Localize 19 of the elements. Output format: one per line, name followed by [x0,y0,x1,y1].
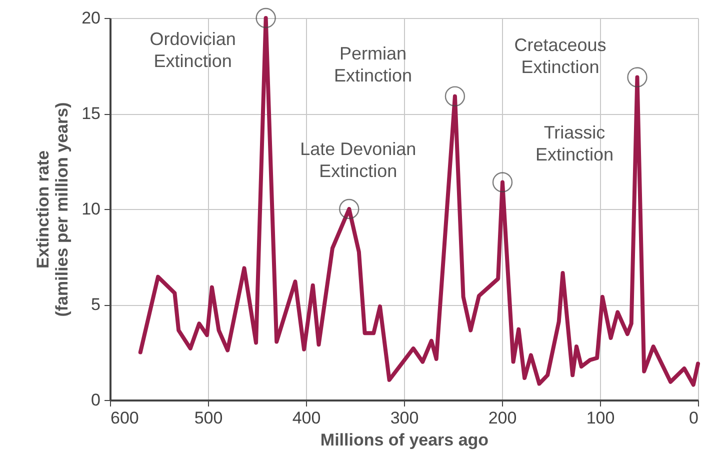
y-tick-label: 15 [82,104,100,123]
annotation: Ordovician Extinction [150,29,236,71]
x-tick-label: 0 [689,408,698,428]
x-tick-label: 200 [488,408,517,428]
x-tick-label: 500 [194,408,223,428]
x-tick-label: 300 [390,408,419,428]
x-tick-label: 600 [110,408,139,428]
x-tick-label: 400 [292,408,321,428]
x-tick-label: 100 [586,408,615,428]
y-tick-label: 20 [82,8,100,28]
y-tick-label: 10 [82,200,100,218]
annotation: Triassic Extinction [535,122,614,164]
y-axis-title: Extinction rate (families per million years) [34,102,72,317]
y-tick-label: 0 [91,390,100,410]
x-axis-title: Millions of years ago [320,430,489,450]
annotation: Late Devonian Extinction [300,139,416,181]
annotation: Permian Extinction [334,43,412,86]
annotation: Cretaceous Extinction [514,35,606,78]
y-tick-label: 5 [91,295,100,314]
